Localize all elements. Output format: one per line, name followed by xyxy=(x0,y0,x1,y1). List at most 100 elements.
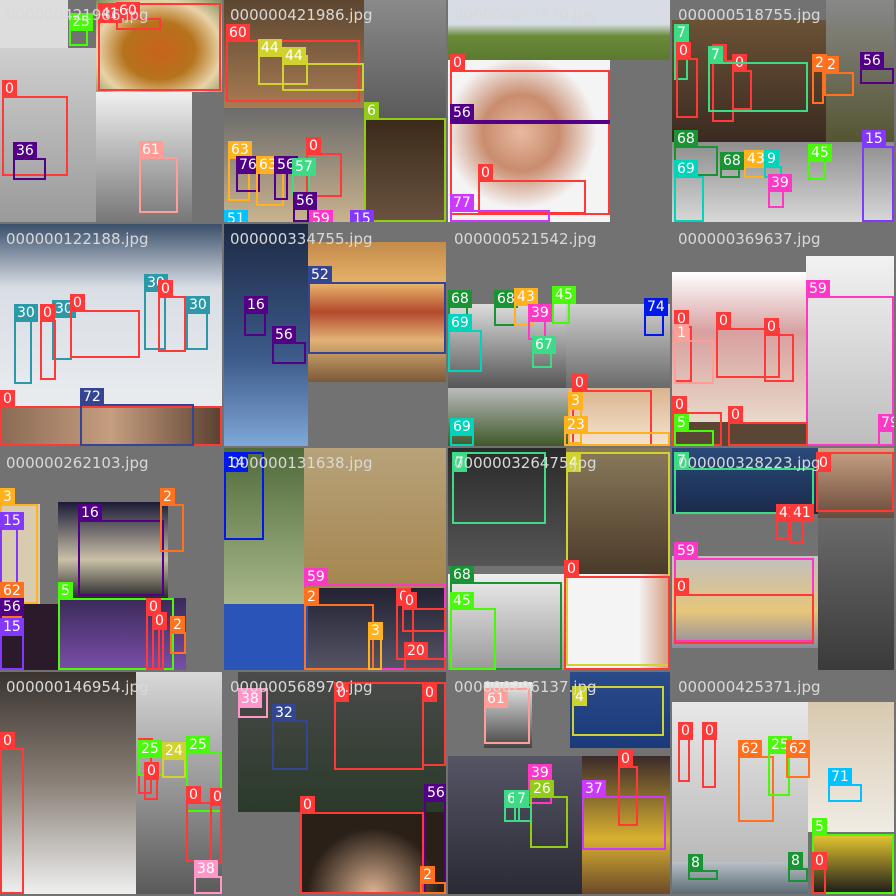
detection-label: 79 xyxy=(878,414,894,432)
detection-box: 69 xyxy=(450,418,474,446)
photo-giraffe xyxy=(566,448,670,574)
tile-1: 000000421986.jpg 41 60 25 0 36 61 xyxy=(0,0,222,222)
detection-box: 59 xyxy=(806,280,894,446)
detection-label: 25 xyxy=(768,736,792,754)
detection-label: 0 xyxy=(144,762,159,780)
tile-filename: 000000421986.jpg xyxy=(230,6,373,24)
detection-box: 0 xyxy=(450,54,610,215)
detection-box: 56 xyxy=(450,104,610,124)
detection-box: 0 xyxy=(618,750,638,826)
detection-label: 0 xyxy=(450,54,465,72)
detection-label: 0 xyxy=(812,852,827,870)
detection-label: 15 xyxy=(0,618,24,636)
detection-label: 59 xyxy=(304,568,328,586)
detection-box: 0 xyxy=(422,682,446,766)
detection-box: 41 xyxy=(776,504,800,540)
tile-filename: 000000425371.jpg xyxy=(678,678,821,696)
detection-label: 0 xyxy=(334,684,349,702)
detection-box: 0 xyxy=(478,164,586,214)
detection-label: 8 xyxy=(788,852,803,870)
detection-box: 56 xyxy=(293,192,317,222)
detection-label: 61 xyxy=(139,141,163,159)
detection-box: 62 xyxy=(738,740,774,822)
detection-box: 39 xyxy=(768,174,792,208)
detection-label: 36 xyxy=(13,142,37,160)
photo-dog xyxy=(58,502,168,598)
tile-2: 000000421986.jpg 60 44 44 6 0 63 76 63 56 57 56 59 1… xyxy=(224,0,446,222)
detection-label: 25 xyxy=(69,13,93,31)
tile-11: 000000326475.jpg 7 4 0 68 45 xyxy=(448,448,670,670)
detection-box: 0 xyxy=(186,786,212,862)
detection-box: 16 xyxy=(244,296,268,336)
detection-label: 68 xyxy=(448,290,472,308)
detection-box: 3 xyxy=(368,622,383,670)
detection-box: 4 xyxy=(566,452,670,666)
detection-label: 5 xyxy=(812,818,827,836)
detection-box: 20 xyxy=(404,642,446,670)
detection-label: 4 xyxy=(566,454,581,472)
detection-label: 0 xyxy=(728,406,743,424)
photo-car xyxy=(0,0,68,48)
photo-sink xyxy=(448,574,566,670)
tile-filename: 000000326475.jpg xyxy=(454,454,597,472)
photo-bus xyxy=(58,598,186,670)
detection-label: 59 xyxy=(806,280,830,298)
detection-box: 74 xyxy=(644,298,668,336)
detection-label: 45 xyxy=(450,592,474,610)
detection-label: 15 xyxy=(350,210,374,222)
detection-box: 7 xyxy=(514,790,532,822)
detection-label: 59 xyxy=(309,210,333,222)
detection-label: 37 xyxy=(582,780,606,798)
detection-label: 61 xyxy=(484,690,508,708)
detection-label: 41 xyxy=(98,5,122,23)
detection-label: 26 xyxy=(530,780,554,798)
detection-label: 56 xyxy=(293,192,317,210)
detection-label: 56 xyxy=(272,326,296,344)
detection-label: 4 xyxy=(572,688,587,706)
detection-box: 0 xyxy=(402,592,446,632)
detection-box: 0 xyxy=(152,612,167,670)
detection-box: 52 xyxy=(308,266,446,354)
detection-label: 62 xyxy=(738,740,762,758)
photo-woman-baby xyxy=(448,60,610,222)
detection-label: 0 xyxy=(618,750,633,768)
detection-box: 16 xyxy=(78,504,164,596)
detection-label: 2 xyxy=(420,866,435,884)
detection-box: 71 xyxy=(828,768,862,802)
tile-filename: 000000521542.jpg xyxy=(454,230,597,248)
detection-label: 51 xyxy=(224,210,248,222)
detection-box: 68 xyxy=(450,566,562,670)
detection-label: 68 xyxy=(720,152,744,170)
detection-label: 0 xyxy=(152,612,167,630)
detection-box: 0 xyxy=(728,406,808,446)
detection-box: 2 xyxy=(304,588,374,670)
photo-beach xyxy=(0,48,96,222)
detection-box: 0 xyxy=(0,732,24,894)
detection-label: 1 xyxy=(674,324,689,342)
detection-box: 0 xyxy=(70,294,140,358)
detection-box: 56 xyxy=(860,52,894,84)
detection-label: 3 xyxy=(0,488,15,506)
detection-label: 0 xyxy=(816,454,831,472)
detection-label: 43 xyxy=(744,150,768,168)
detection-label: 2 xyxy=(304,588,319,606)
detection-label: 5 xyxy=(674,414,689,432)
detection-box: 32 xyxy=(272,704,308,770)
tile-8: 000000369637.jpg 59000100579 xyxy=(672,224,894,446)
detection-label: 39 xyxy=(768,174,792,192)
detection-label: 56 xyxy=(424,784,446,802)
detection-box: 36 xyxy=(13,142,46,180)
detection-box: 0 xyxy=(678,722,693,782)
tile-filename: 000000328223.jpg xyxy=(678,454,821,472)
detection-box: 2 xyxy=(170,616,186,654)
detection-label: 45 xyxy=(808,144,832,162)
detection-box: 6 xyxy=(364,102,446,222)
detection-box: 68 xyxy=(494,290,518,326)
photo-train xyxy=(364,120,446,222)
detection-label: 30 xyxy=(14,304,38,322)
detection-box: 0 xyxy=(158,280,186,352)
detection-box: 0 xyxy=(144,762,159,800)
photo-bird xyxy=(224,448,304,604)
detection-box: 0 xyxy=(676,42,698,118)
photo-room-door xyxy=(304,448,446,588)
